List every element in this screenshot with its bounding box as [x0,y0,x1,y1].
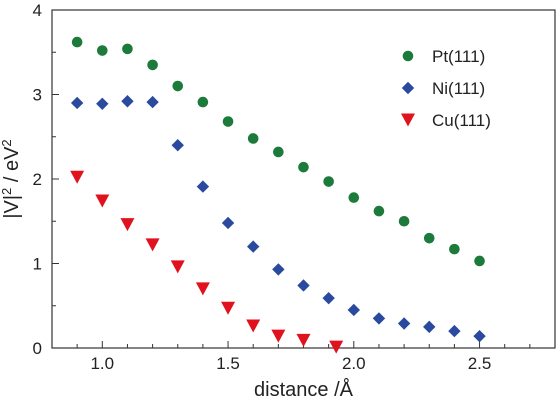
data-point [71,36,83,48]
data-point [373,205,385,217]
x-tick-label: 2.5 [468,354,492,373]
series-ni-111 [70,95,486,343]
data-point [247,133,259,144]
series-pt-111 [71,36,485,267]
legend-label: Pt(111) [432,47,485,66]
y-tick-label: 2 [33,170,42,189]
data-point [172,80,184,92]
data-point [423,320,436,334]
y-axis-label-sup2: 2 [0,139,14,146]
legend-marker [401,81,415,95]
data-point [70,170,85,184]
data-point [121,95,134,108]
x-tick-label: 1.5 [216,354,240,373]
data-point [423,232,435,244]
data-point [372,312,386,325]
data-point [449,243,460,255]
x-tick-label: 1.0 [90,354,114,373]
data-point [122,43,133,55]
data-point [221,301,236,315]
axis-ticks: 1.0 1.5 2.0 2.5 0 1 2 3 4 [33,1,556,373]
data-point [347,303,360,317]
data-point [97,45,108,56]
data-point [329,340,344,354]
data-point [145,238,160,252]
legend-marker [401,113,415,127]
y-axis-label-base: |V| [1,195,23,219]
legend-label: Ni(111) [432,79,485,98]
data-point [197,96,209,108]
data-point [271,329,286,343]
y-axis-label: |V|2 / eV2 [0,139,23,218]
data-point [298,161,309,173]
data-point [297,279,310,292]
data-point [195,282,210,296]
data-point [96,97,109,110]
data-point [171,139,184,152]
data-point [246,319,261,333]
y-tick-label: 1 [33,255,42,274]
data-point [474,255,485,267]
data-point [147,59,158,71]
legend-label: Cu(111) [432,111,491,130]
x-tick-label: 2.0 [342,354,366,373]
y-tick-label: 0 [33,339,42,358]
legend-marker [402,50,414,62]
x-axis-label: distance /Å [254,378,354,400]
data-point [196,180,210,193]
data-point [222,116,234,127]
data-point [273,146,284,158]
data-point [448,324,461,338]
data-point [247,240,260,253]
data-point [398,215,410,227]
data-point [170,260,185,274]
y-tick-label: 4 [33,1,42,20]
data-point [221,216,235,230]
data-point [146,95,159,109]
data-point [322,291,335,305]
data-point [348,192,360,203]
y-tick-label: 3 [33,86,42,105]
data-point [473,329,486,343]
data-point [120,218,135,232]
data-point [296,333,311,347]
data-point [95,194,110,208]
y-axis-label-sup1: 2 [0,188,14,195]
series-cu-111 [70,170,344,354]
data-point [323,176,334,187]
data-point [272,263,285,276]
data-points [70,36,486,354]
y-axis-label-mid: / eV [1,146,23,188]
data-point [70,96,84,110]
legend: Pt(111) Ni(111) Cu(111) [401,47,491,130]
data-point [397,317,411,330]
